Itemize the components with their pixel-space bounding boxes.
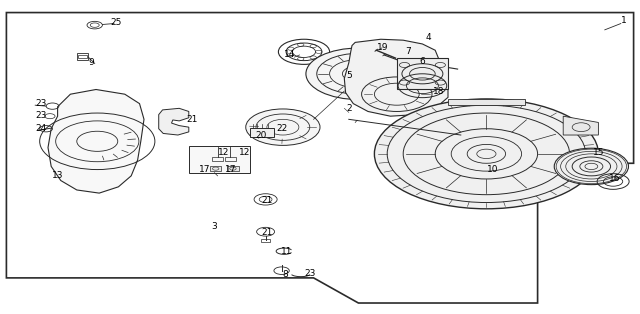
Circle shape: [554, 148, 628, 185]
Text: 21: 21: [262, 197, 273, 205]
Text: 23: 23: [35, 99, 47, 108]
Text: 25: 25: [111, 18, 122, 27]
Text: 19: 19: [377, 43, 388, 52]
Text: 12: 12: [239, 148, 250, 157]
Bar: [261, 239, 270, 242]
Bar: [78, 55, 87, 58]
Circle shape: [246, 109, 320, 145]
Text: 17: 17: [199, 165, 211, 174]
Text: 7: 7: [406, 47, 411, 56]
Text: 15: 15: [593, 148, 605, 157]
Text: 12: 12: [218, 148, 230, 157]
Bar: [210, 166, 221, 171]
Text: 24: 24: [35, 124, 47, 133]
Text: 4: 4: [426, 33, 431, 42]
Text: 22: 22: [276, 124, 287, 133]
Text: 23: 23: [35, 111, 47, 120]
Text: 17: 17: [225, 165, 236, 174]
Bar: [227, 166, 239, 171]
Circle shape: [306, 48, 411, 100]
Text: 16: 16: [609, 175, 620, 183]
Polygon shape: [344, 39, 448, 116]
Text: 21: 21: [262, 228, 273, 237]
Bar: [189, 146, 250, 173]
Text: 11: 11: [281, 247, 292, 256]
Text: 10: 10: [487, 165, 499, 174]
Polygon shape: [48, 89, 144, 193]
Polygon shape: [159, 108, 189, 135]
Polygon shape: [563, 116, 598, 135]
Circle shape: [374, 99, 598, 209]
Text: 20: 20: [255, 131, 267, 139]
Text: 23: 23: [304, 269, 316, 278]
Polygon shape: [448, 99, 525, 105]
Text: 2: 2: [346, 104, 351, 113]
Bar: [77, 53, 88, 60]
Text: 18: 18: [433, 87, 444, 95]
Text: 9: 9: [88, 58, 93, 67]
Bar: [225, 157, 236, 161]
Text: 13: 13: [52, 171, 63, 180]
Text: 1: 1: [621, 16, 626, 25]
Text: 3: 3: [212, 222, 217, 230]
Text: 14: 14: [284, 51, 295, 59]
Bar: [250, 128, 274, 137]
Text: 8: 8: [282, 270, 287, 279]
Bar: [212, 157, 223, 161]
Text: 6: 6: [420, 57, 425, 66]
Text: 21: 21: [186, 115, 198, 124]
Text: 5: 5: [346, 71, 351, 80]
Polygon shape: [397, 58, 448, 89]
